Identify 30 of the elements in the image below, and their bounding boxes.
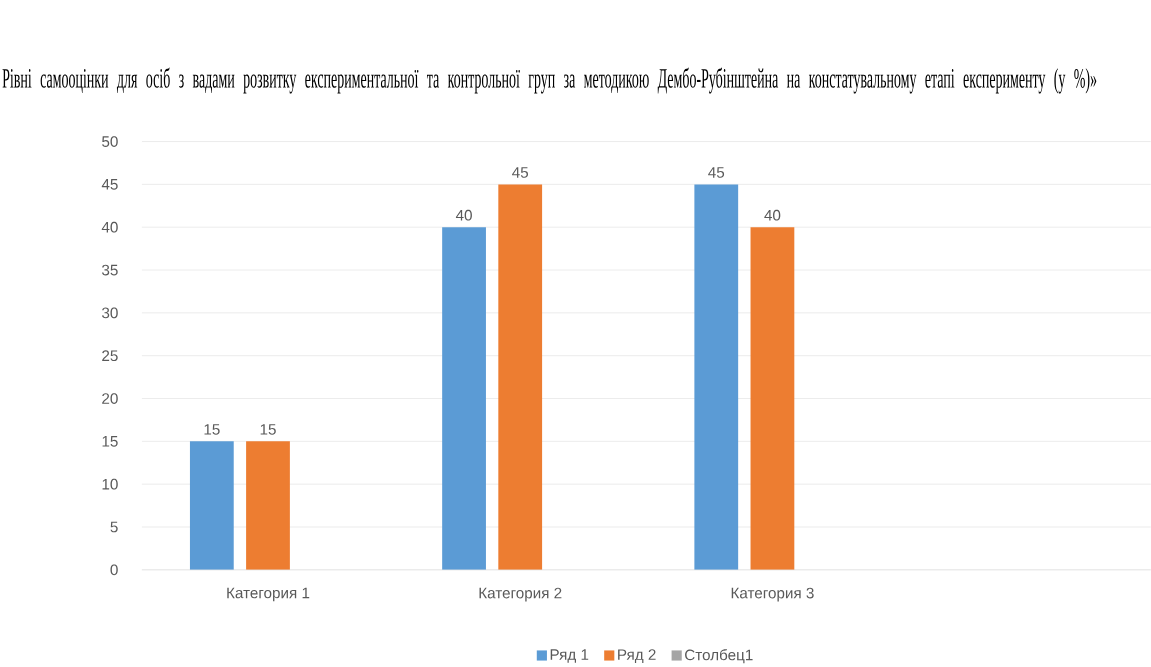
y-tick-label: 25	[102, 350, 118, 362]
y-tick-label: 40	[101, 221, 118, 233]
y-tick-label: 15	[102, 436, 118, 447]
x-tick-label: Категория 1	[227, 587, 310, 602]
bar	[246, 441, 290, 570]
y-tick-label: 10	[102, 478, 118, 490]
bar	[750, 227, 795, 570]
data-label: 15	[204, 424, 220, 435]
y-tick-label: 0	[110, 564, 118, 576]
y-tick-label: 30	[102, 307, 118, 319]
y-tick-label: 50	[102, 136, 118, 147]
legend-label: Столбец1	[685, 648, 753, 664]
data-label: 45	[708, 167, 725, 178]
data-label: 40	[764, 209, 781, 221]
y-tick-label: 45	[101, 179, 118, 190]
bar	[694, 184, 739, 570]
y-tick-label: 5	[110, 521, 118, 533]
y-tick-label: 35	[102, 264, 118, 276]
x-tick-label: Категория 3	[731, 587, 814, 602]
bar	[498, 184, 543, 570]
data-label: 15	[260, 424, 276, 435]
y-tick-label: 20	[102, 393, 118, 404]
bar	[189, 441, 234, 570]
chart-title: Рівні самооцінки для осіб з вадами розвитку експериментальної та контрольної груп за методикою Дембо-Рубінштейна на констатувальному етапі експерименту (у %)»	[2, 67, 1097, 94]
legend-label: Ряд 2	[618, 649, 656, 663]
data-label: 40	[455, 209, 472, 221]
data-label: 45	[512, 167, 529, 178]
bar	[442, 227, 486, 570]
legend-label: Ряд 1	[550, 649, 589, 663]
x-tick-label: Категория 2	[479, 587, 562, 602]
